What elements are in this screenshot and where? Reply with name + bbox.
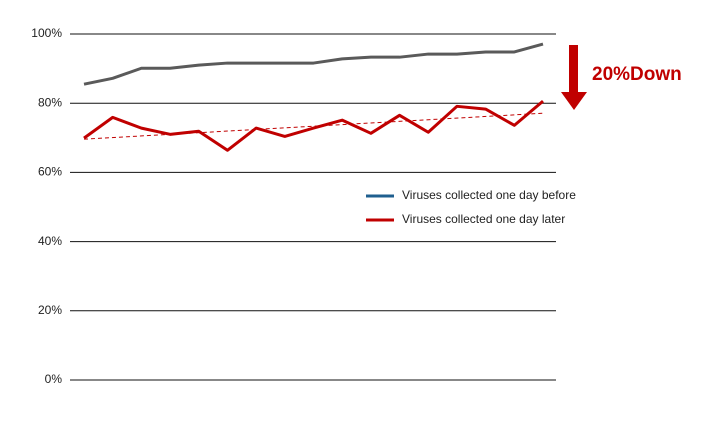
y-tick-label: 20%: [38, 303, 62, 317]
annotation-arrow-head: [561, 92, 587, 110]
trendline: [83, 112, 544, 140]
y-tick-label: 0%: [45, 372, 63, 386]
legend-label: Viruses collected one day before: [402, 188, 576, 202]
annotation-text: 20%Down: [592, 64, 682, 85]
annotation-arrow-shaft: [569, 45, 578, 93]
y-tick-label: 100%: [31, 26, 62, 40]
y-tick-label: 40%: [38, 234, 62, 248]
y-tick-label: 80%: [38, 95, 62, 109]
series-line: [83, 99, 544, 152]
y-tick-label: 60%: [38, 165, 62, 179]
series-line: [83, 42, 544, 86]
legend-label: Viruses collected one day later: [402, 212, 565, 226]
